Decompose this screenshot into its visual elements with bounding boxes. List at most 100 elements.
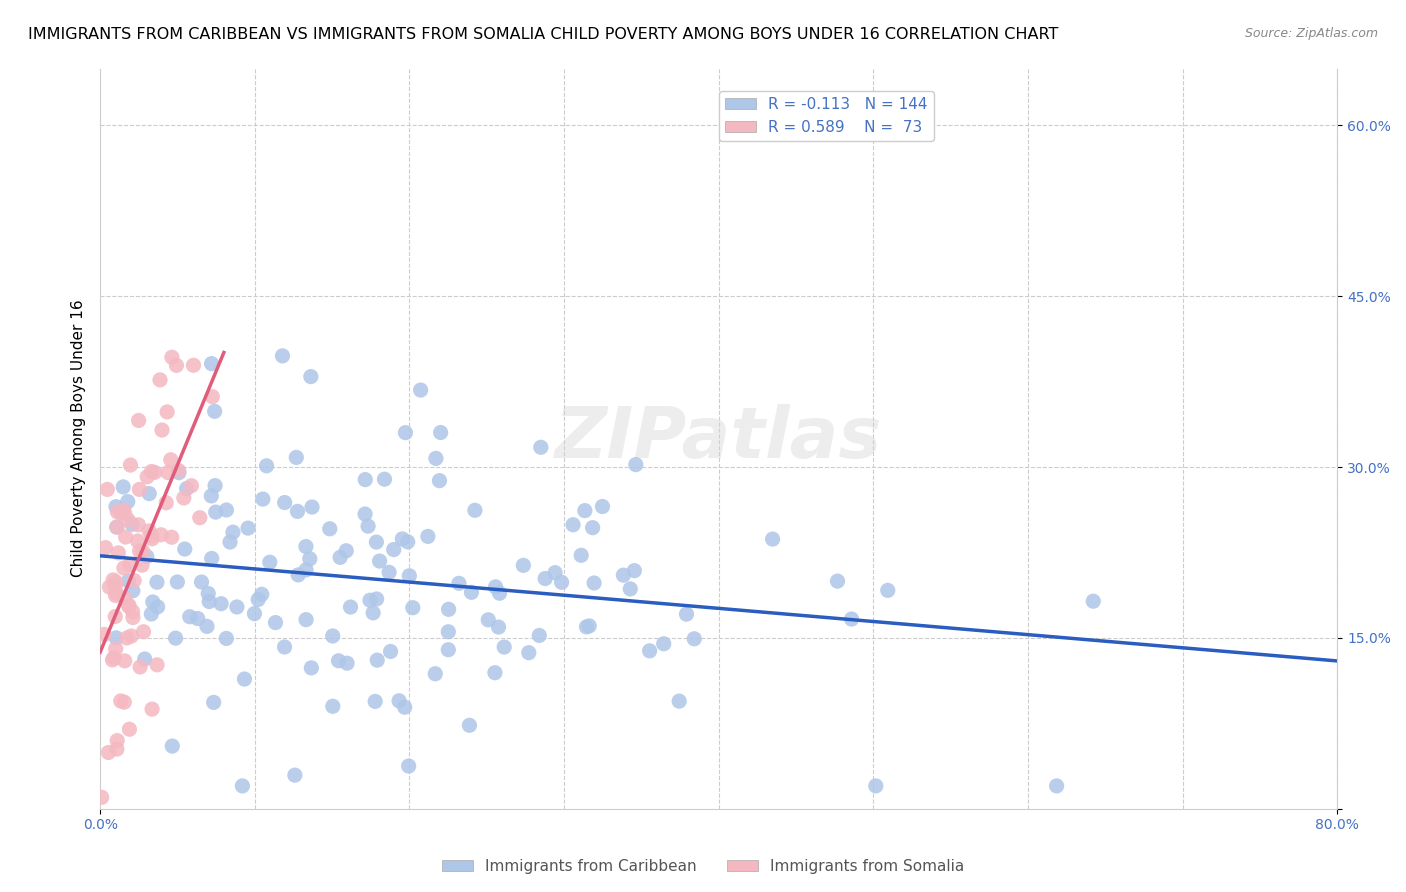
Immigrants from Caribbean (198, 594, 221, 608)
Immigrants from Caribbean (437, 624, 460, 639)
Immigrants from Somalia (160, 350, 183, 364)
Immigrants from Somalia (131, 558, 153, 573)
Immigrants from Caribbean (437, 602, 460, 616)
Legend: Immigrants from Caribbean, Immigrants from Somalia: Immigrants from Caribbean, Immigrants fr… (436, 853, 970, 880)
Immigrants from Somalia (160, 530, 183, 544)
Immigrants from Somalia (127, 534, 149, 549)
Immigrants from Somalia (141, 465, 163, 479)
Immigrants from Caribbean (197, 586, 219, 600)
Immigrants from Caribbean (429, 474, 451, 488)
Immigrants from Caribbean (683, 632, 706, 646)
Immigrants from Somalia (143, 466, 166, 480)
Immigrants from Caribbean (165, 631, 187, 645)
Immigrants from Somalia (104, 641, 127, 656)
Immigrants from Caribbean (146, 575, 169, 590)
Immigrants from Caribbean (591, 500, 613, 514)
Immigrants from Caribbean (204, 404, 226, 418)
Text: Source: ZipAtlas.com: Source: ZipAtlas.com (1244, 27, 1378, 40)
Immigrants from Caribbean (173, 542, 195, 557)
Immigrants from Caribbean (236, 521, 259, 535)
Immigrants from Caribbean (378, 566, 401, 580)
Immigrants from Caribbean (328, 654, 350, 668)
Immigrants from Caribbean (117, 494, 139, 508)
Immigrants from Caribbean (578, 619, 600, 633)
Immigrants from Caribbean (484, 580, 506, 594)
Immigrants from Caribbean (409, 383, 432, 397)
Immigrants from Caribbean (354, 473, 377, 487)
Immigrants from Caribbean (357, 519, 380, 533)
Immigrants from Somalia (127, 517, 149, 532)
Immigrants from Caribbean (121, 517, 143, 532)
Immigrants from Caribbean (231, 779, 253, 793)
Immigrants from Caribbean (204, 478, 226, 492)
Immigrants from Somalia (120, 629, 142, 643)
Immigrants from Somalia (132, 544, 155, 558)
Immigrants from Caribbean (329, 550, 352, 565)
Immigrants from Somalia (112, 561, 135, 575)
Immigrants from Caribbean (458, 718, 481, 732)
Immigrants from Somalia (183, 358, 205, 372)
Immigrants from Somalia (121, 605, 143, 619)
Immigrants from Caribbean (488, 620, 510, 634)
Immigrants from Caribbean (287, 504, 309, 518)
Immigrants from Somalia (201, 390, 224, 404)
Immigrants from Caribbean (256, 458, 278, 473)
Text: ZIPatlas: ZIPatlas (555, 404, 883, 473)
Immigrants from Caribbean (550, 575, 572, 590)
Immigrants from Caribbean (623, 564, 645, 578)
Immigrants from Caribbean (437, 642, 460, 657)
Immigrants from Caribbean (273, 640, 295, 654)
Immigrants from Caribbean (638, 644, 661, 658)
Immigrants from Caribbean (477, 613, 499, 627)
Immigrants from Caribbean (494, 640, 516, 654)
Immigrants from Somalia (114, 591, 136, 605)
Immigrants from Caribbean (402, 600, 425, 615)
Immigrants from Caribbean (200, 489, 222, 503)
Immigrants from Somalia (156, 405, 179, 419)
Immigrants from Somalia (117, 599, 139, 614)
Immigrants from Caribbean (366, 591, 388, 606)
Immigrants from Caribbean (447, 576, 470, 591)
Immigrants from Caribbean (319, 522, 342, 536)
Immigrants from Caribbean (517, 646, 540, 660)
Immigrants from Somalia (136, 469, 159, 483)
Immigrants from Caribbean (187, 611, 209, 625)
Immigrants from Caribbean (202, 695, 225, 709)
Immigrants from Somalia (150, 423, 173, 437)
Immigrants from Somalia (166, 359, 188, 373)
Immigrants from Caribbean (396, 534, 419, 549)
Immigrants from Somalia (114, 507, 136, 521)
Immigrants from Caribbean (233, 672, 256, 686)
Immigrants from Caribbean (252, 492, 274, 507)
Immigrants from Somalia (107, 546, 129, 560)
Immigrants from Caribbean (215, 632, 238, 646)
Immigrants from Caribbean (675, 607, 697, 621)
Immigrants from Caribbean (295, 563, 318, 577)
Immigrants from Caribbean (562, 517, 585, 532)
Immigrants from Somalia (120, 458, 142, 472)
Immigrants from Somalia (105, 586, 128, 600)
Immigrants from Somalia (156, 466, 179, 480)
Immigrants from Caribbean (619, 582, 641, 596)
Immigrants from Caribbean (284, 768, 307, 782)
Immigrants from Caribbean (364, 694, 387, 708)
Immigrants from Caribbean (394, 425, 416, 440)
Immigrants from Caribbean (287, 567, 309, 582)
Immigrants from Caribbean (460, 585, 482, 599)
Immigrants from Caribbean (581, 521, 603, 535)
Immigrants from Caribbean (112, 480, 135, 494)
Immigrants from Somalia (98, 580, 121, 594)
Immigrants from Caribbean (361, 606, 384, 620)
Immigrants from Caribbean (544, 566, 567, 580)
Immigrants from Caribbean (612, 568, 634, 582)
Immigrants from Somalia (104, 574, 127, 589)
Immigrants from Somalia (128, 413, 150, 427)
Immigrants from Caribbean (416, 529, 439, 543)
Immigrants from Caribbean (388, 694, 411, 708)
Immigrants from Somalia (105, 520, 128, 534)
Immigrants from Caribbean (366, 653, 388, 667)
Immigrants from Somalia (115, 631, 138, 645)
Immigrants from Somalia (180, 479, 202, 493)
Immigrants from Caribbean (876, 583, 898, 598)
Immigrants from Somalia (141, 702, 163, 716)
